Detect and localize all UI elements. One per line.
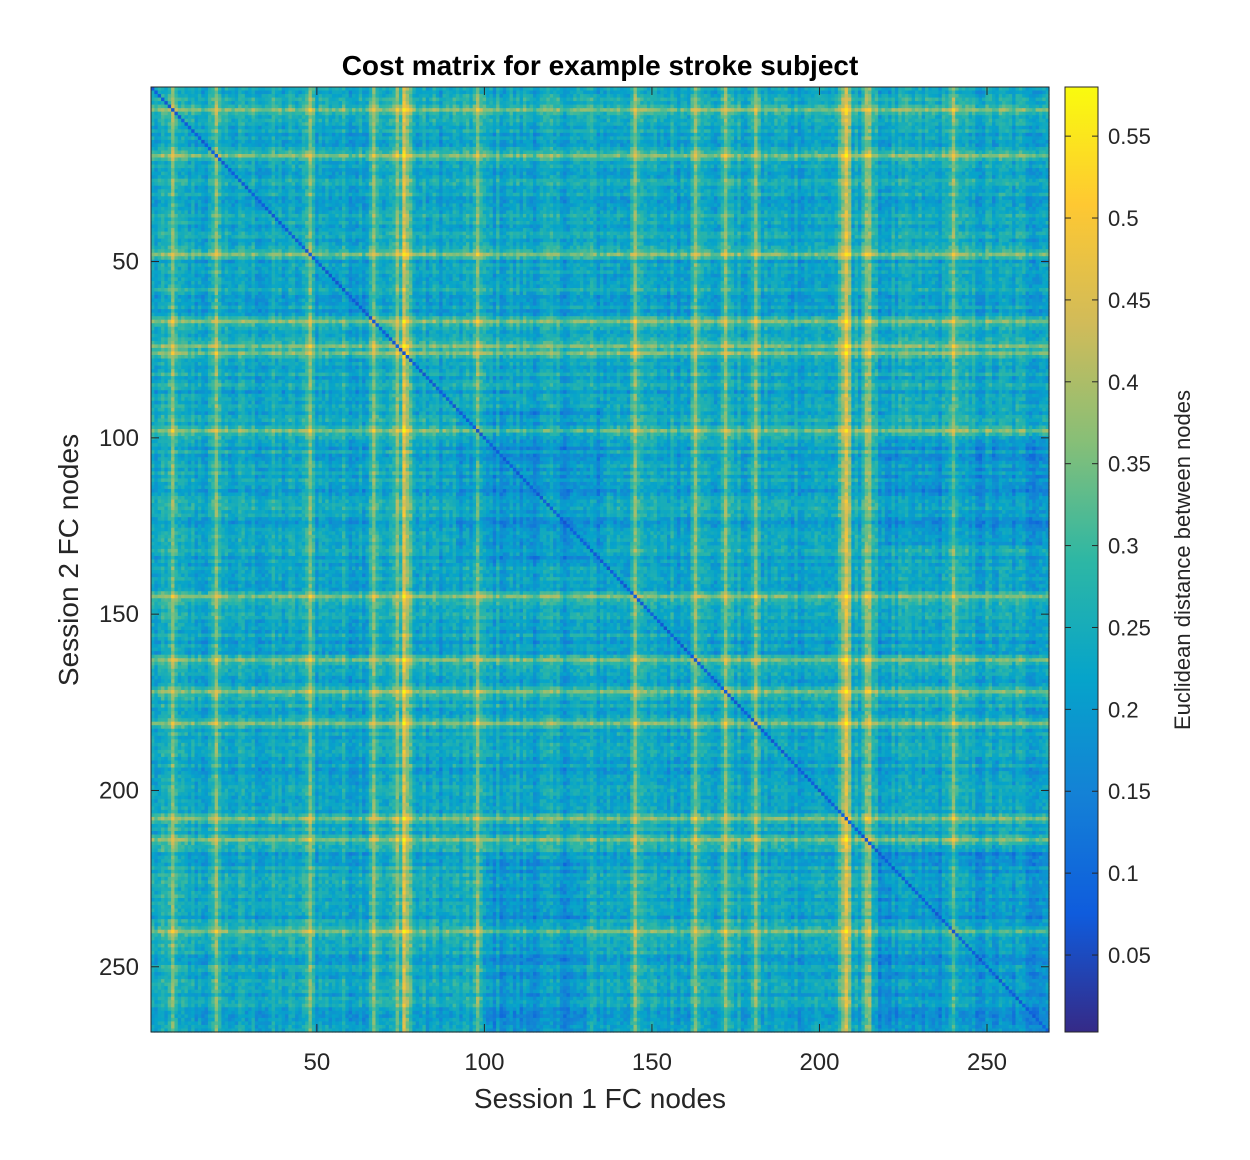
heatmap-cells bbox=[151, 87, 1050, 1033]
heatmap-cell bbox=[305, 101, 309, 105]
heatmap-cell bbox=[352, 94, 356, 98]
heatmap-cell bbox=[530, 91, 534, 95]
heatmap-cell bbox=[935, 87, 939, 91]
heatmap-cell bbox=[352, 91, 356, 95]
heatmap-cell bbox=[979, 87, 983, 91]
heatmap-cell bbox=[754, 91, 758, 95]
heatmap-cell bbox=[801, 98, 805, 102]
heatmap-cell bbox=[171, 98, 175, 102]
heatmap-cell bbox=[620, 94, 624, 98]
heatmap-cell bbox=[352, 101, 356, 105]
heatmap-cell bbox=[352, 87, 356, 91]
heatmap-cell bbox=[305, 87, 309, 91]
heatmap-cell bbox=[486, 98, 490, 102]
heatmap-cell bbox=[218, 101, 222, 105]
heatmap-cell bbox=[486, 94, 490, 98]
heatmap-cell bbox=[979, 94, 983, 98]
heatmap-cell bbox=[845, 98, 849, 102]
heatmap-cell bbox=[352, 98, 356, 102]
heatmap-cell bbox=[1026, 91, 1030, 95]
heatmap-cell bbox=[305, 98, 309, 102]
heatmap-cell bbox=[218, 91, 222, 95]
heatmap-cell bbox=[262, 98, 266, 102]
heatmap-cell bbox=[171, 91, 175, 95]
heatmap-cell bbox=[577, 91, 581, 95]
heatmap-cell bbox=[443, 98, 447, 102]
heatmap-cell bbox=[1026, 87, 1030, 91]
heatmap-cell bbox=[262, 87, 266, 91]
heatmap-cell bbox=[396, 98, 400, 102]
heatmap-cell bbox=[667, 94, 671, 98]
heatmap-cell bbox=[443, 87, 447, 91]
heatmap-cell bbox=[620, 87, 624, 91]
heatmap-cell bbox=[667, 98, 671, 102]
heatmap-cell bbox=[711, 87, 715, 91]
heatmap-cell bbox=[711, 94, 715, 98]
heatmap-cell bbox=[1026, 98, 1030, 102]
heatmap-cell bbox=[1026, 94, 1030, 98]
heatmap-cell bbox=[801, 94, 805, 98]
heatmap-cell bbox=[577, 87, 581, 91]
heatmap-cell bbox=[530, 94, 534, 98]
heatmap-cell bbox=[711, 91, 715, 95]
heatmap-cell bbox=[443, 91, 447, 95]
heatmap-cell bbox=[801, 91, 805, 95]
heatmap-cell bbox=[171, 101, 175, 105]
heatmap-cell bbox=[262, 94, 266, 98]
heatmap-cell bbox=[396, 94, 400, 98]
heatmap-cell bbox=[892, 91, 896, 95]
heatmap-cell bbox=[486, 91, 490, 95]
heatmap-cell bbox=[396, 101, 400, 105]
heatmap-cell bbox=[530, 87, 534, 91]
heatmap-cell bbox=[892, 87, 896, 91]
heatmap-cell bbox=[396, 91, 400, 95]
heatmap-cell bbox=[486, 87, 490, 91]
heatmap-cell bbox=[979, 98, 983, 102]
heatmap-cell bbox=[396, 87, 400, 91]
heatmap-cell bbox=[754, 98, 758, 102]
heatmap-cell bbox=[845, 87, 849, 91]
heatmap-cell bbox=[171, 94, 175, 98]
heatmap-cell bbox=[979, 91, 983, 95]
heatmap-cell bbox=[620, 98, 624, 102]
heatmap-cell bbox=[801, 87, 805, 91]
heatmap-cell bbox=[892, 94, 896, 98]
chart-title: Cost matrix for example stroke subject bbox=[342, 50, 859, 81]
heatmap-cell bbox=[667, 87, 671, 91]
heatmap-cell bbox=[711, 98, 715, 102]
heatmap-cell bbox=[935, 94, 939, 98]
heatmap-cell bbox=[218, 87, 222, 91]
heatmap-cell bbox=[845, 94, 849, 98]
heatmap-cell bbox=[262, 91, 266, 95]
heatmap-cell bbox=[305, 91, 309, 95]
heatmap-cell bbox=[667, 91, 671, 95]
heatmap-cell bbox=[754, 94, 758, 98]
heatmap-cell bbox=[935, 98, 939, 102]
heatmap-cell bbox=[754, 87, 758, 91]
heatmap-cell bbox=[577, 98, 581, 102]
heatmap-cell bbox=[892, 98, 896, 102]
heatmap-cell bbox=[530, 98, 534, 102]
heatmap-cell bbox=[443, 94, 447, 98]
heatmap-cell bbox=[577, 94, 581, 98]
heatmap-cell bbox=[935, 91, 939, 95]
heatmap-cell bbox=[305, 94, 309, 98]
heatmap-cell bbox=[620, 91, 624, 95]
heatmap-cell bbox=[218, 94, 222, 98]
heatmap-cell bbox=[845, 91, 849, 95]
heatmap-cell bbox=[262, 101, 266, 105]
heatmap-cell bbox=[171, 87, 175, 91]
heatmap-cell bbox=[218, 98, 222, 102]
